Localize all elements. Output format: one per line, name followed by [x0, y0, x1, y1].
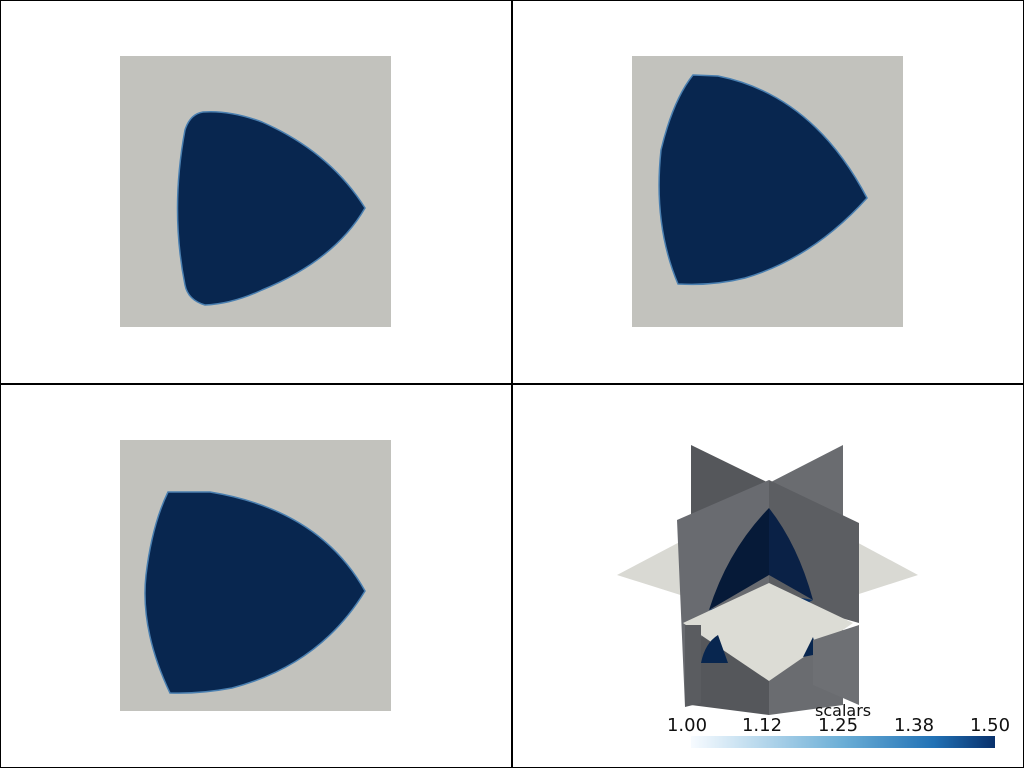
slice-view-top-right-canvas: [632, 56, 903, 327]
scalar-bar-tick: 1.50: [969, 715, 1011, 736]
horizontal-plane-front: [683, 583, 853, 681]
slice-view-top-left-canvas: [120, 56, 391, 327]
front-left-plane-lower: [685, 625, 701, 707]
cross-section-shape: [144, 491, 366, 694]
scalar-bar-colormap: [691, 736, 995, 748]
slice-view-bottom-left-canvas: [120, 440, 391, 711]
scalar-bar-title: scalars: [815, 701, 872, 720]
cross-section-shape: [658, 74, 868, 286]
scalar-bar-tick: 1.00: [666, 715, 708, 736]
front-right-plane-lower: [813, 625, 859, 705]
cross-section-shape: [176, 110, 366, 306]
slice-view-bottom-left[interactable]: [0, 385, 511, 768]
orthogonal-slices-canvas: [617, 445, 918, 715]
scalar-bar-tick: 1.38: [893, 715, 935, 736]
scalar-bar-tick: 1.25: [817, 715, 859, 736]
solid-face-left: [709, 508, 769, 610]
slice-view-top-right[interactable]: [513, 0, 1024, 383]
scalar-bar-tick: 1.12: [741, 715, 783, 736]
solid-lower-right: [803, 637, 815, 657]
orthogonal-slices-3d-view[interactable]: scalars 1.00 1.12 1.25 1.38 1.50: [513, 385, 1024, 768]
solid-lower-left: [701, 635, 728, 663]
slice-view-top-left[interactable]: [0, 0, 511, 383]
solid-face-right: [769, 508, 813, 600]
viewport-divider-horizontal: [0, 383, 1024, 385]
